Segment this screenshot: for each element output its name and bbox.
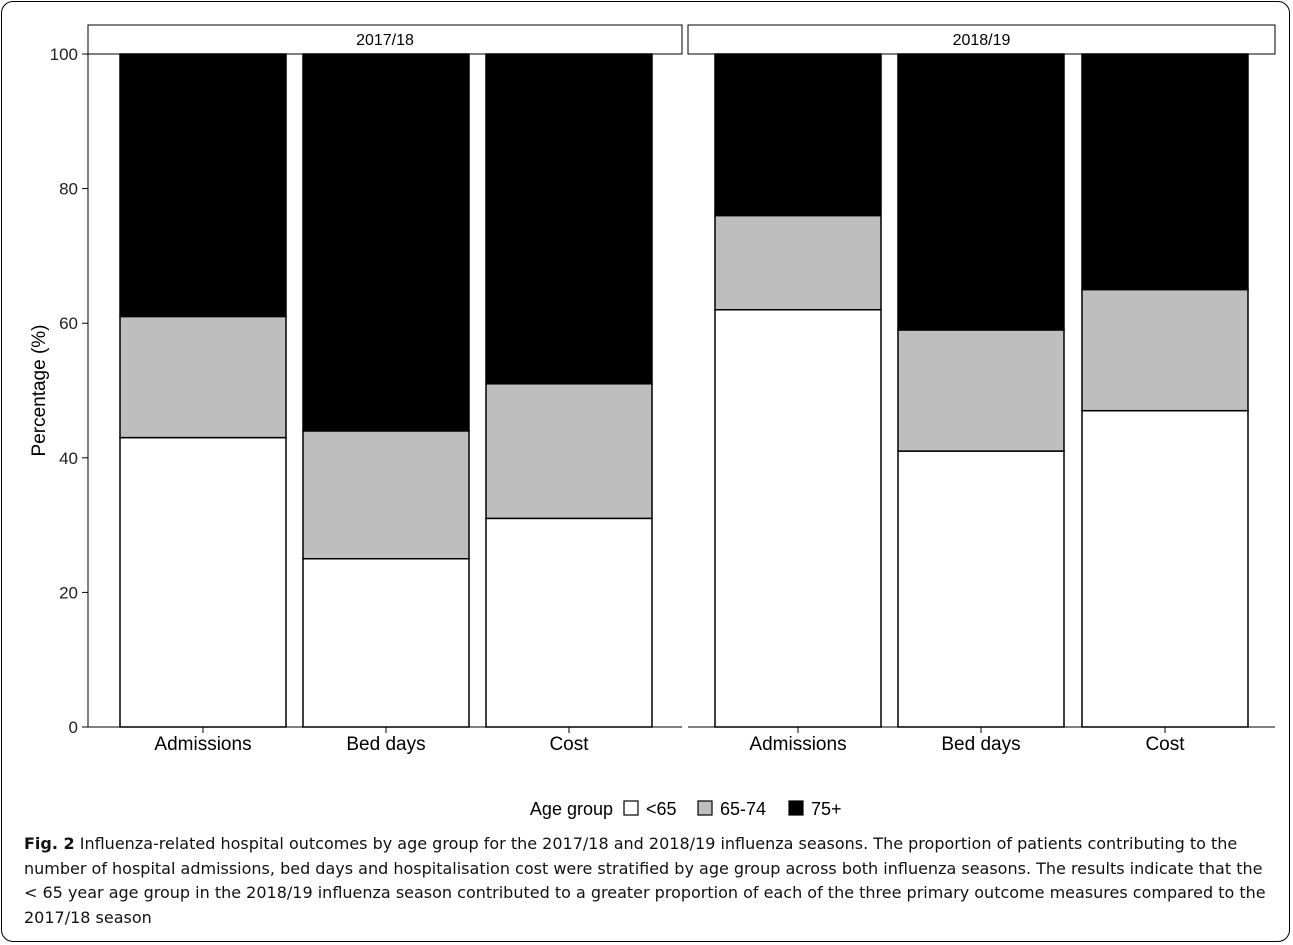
- x-tick-label: Cost: [1145, 734, 1185, 755]
- legend-swatch: [623, 800, 639, 816]
- bar-segment: [714, 308, 882, 728]
- bar-segment: [897, 329, 1065, 452]
- panel-title: 2017/18: [356, 32, 414, 49]
- y-tick-label: 60: [59, 314, 78, 333]
- bar-segment: [897, 450, 1065, 728]
- legend-label: 75+: [811, 799, 842, 819]
- bar-segment: [1081, 53, 1249, 291]
- y-tick-label: 100: [50, 45, 78, 64]
- y-tick-label: 20: [59, 583, 78, 602]
- legend-label: <65: [646, 799, 677, 819]
- legend-swatch: [697, 800, 713, 816]
- y-tick-label: 0: [69, 718, 78, 737]
- caption-text: Influenza-related hospital outcomes by a…: [24, 834, 1266, 927]
- bar-segment: [119, 436, 287, 728]
- bar-segment: [485, 53, 653, 385]
- x-tick-label: Cost: [549, 734, 589, 755]
- y-tick-label: 40: [59, 449, 78, 468]
- panel-strip: [687, 24, 1276, 55]
- bar-segment: [897, 53, 1065, 331]
- bar-segment: [302, 430, 470, 560]
- bar-segment: [485, 517, 653, 728]
- bar-segment: [485, 383, 653, 520]
- bar-segment: [119, 53, 287, 318]
- bar-segment: [302, 558, 470, 728]
- bar-segment: [714, 53, 882, 217]
- legend-label: 65-74: [720, 799, 766, 819]
- bar-segment: [302, 53, 470, 432]
- y-tick-label: 80: [59, 180, 78, 199]
- y-axis-label: Percentage (%): [29, 324, 50, 456]
- bar-segment: [1081, 409, 1249, 728]
- stacked-bar-chart: 0 20 40 60 80 100 Percentage (%) 2017/18 Admissi…: [29, 24, 1276, 819]
- figure-label: Fig. 2: [24, 834, 75, 853]
- bar-segment: [1081, 288, 1249, 412]
- legend-title: Age group: [530, 799, 613, 819]
- figure-caption: Fig. 2 Influenza-related hospital outcom…: [24, 832, 1272, 930]
- x-tick-label: Admissions: [749, 734, 846, 755]
- x-tick-label: Admissions: [154, 734, 251, 755]
- x-tick-label: Bed days: [346, 734, 425, 755]
- panel-title: 2018/19: [953, 32, 1011, 49]
- bar-segment: [119, 315, 287, 439]
- x-tick-label: Bed days: [941, 734, 1020, 755]
- legend-swatch: [788, 800, 804, 816]
- bar-segment: [714, 214, 882, 311]
